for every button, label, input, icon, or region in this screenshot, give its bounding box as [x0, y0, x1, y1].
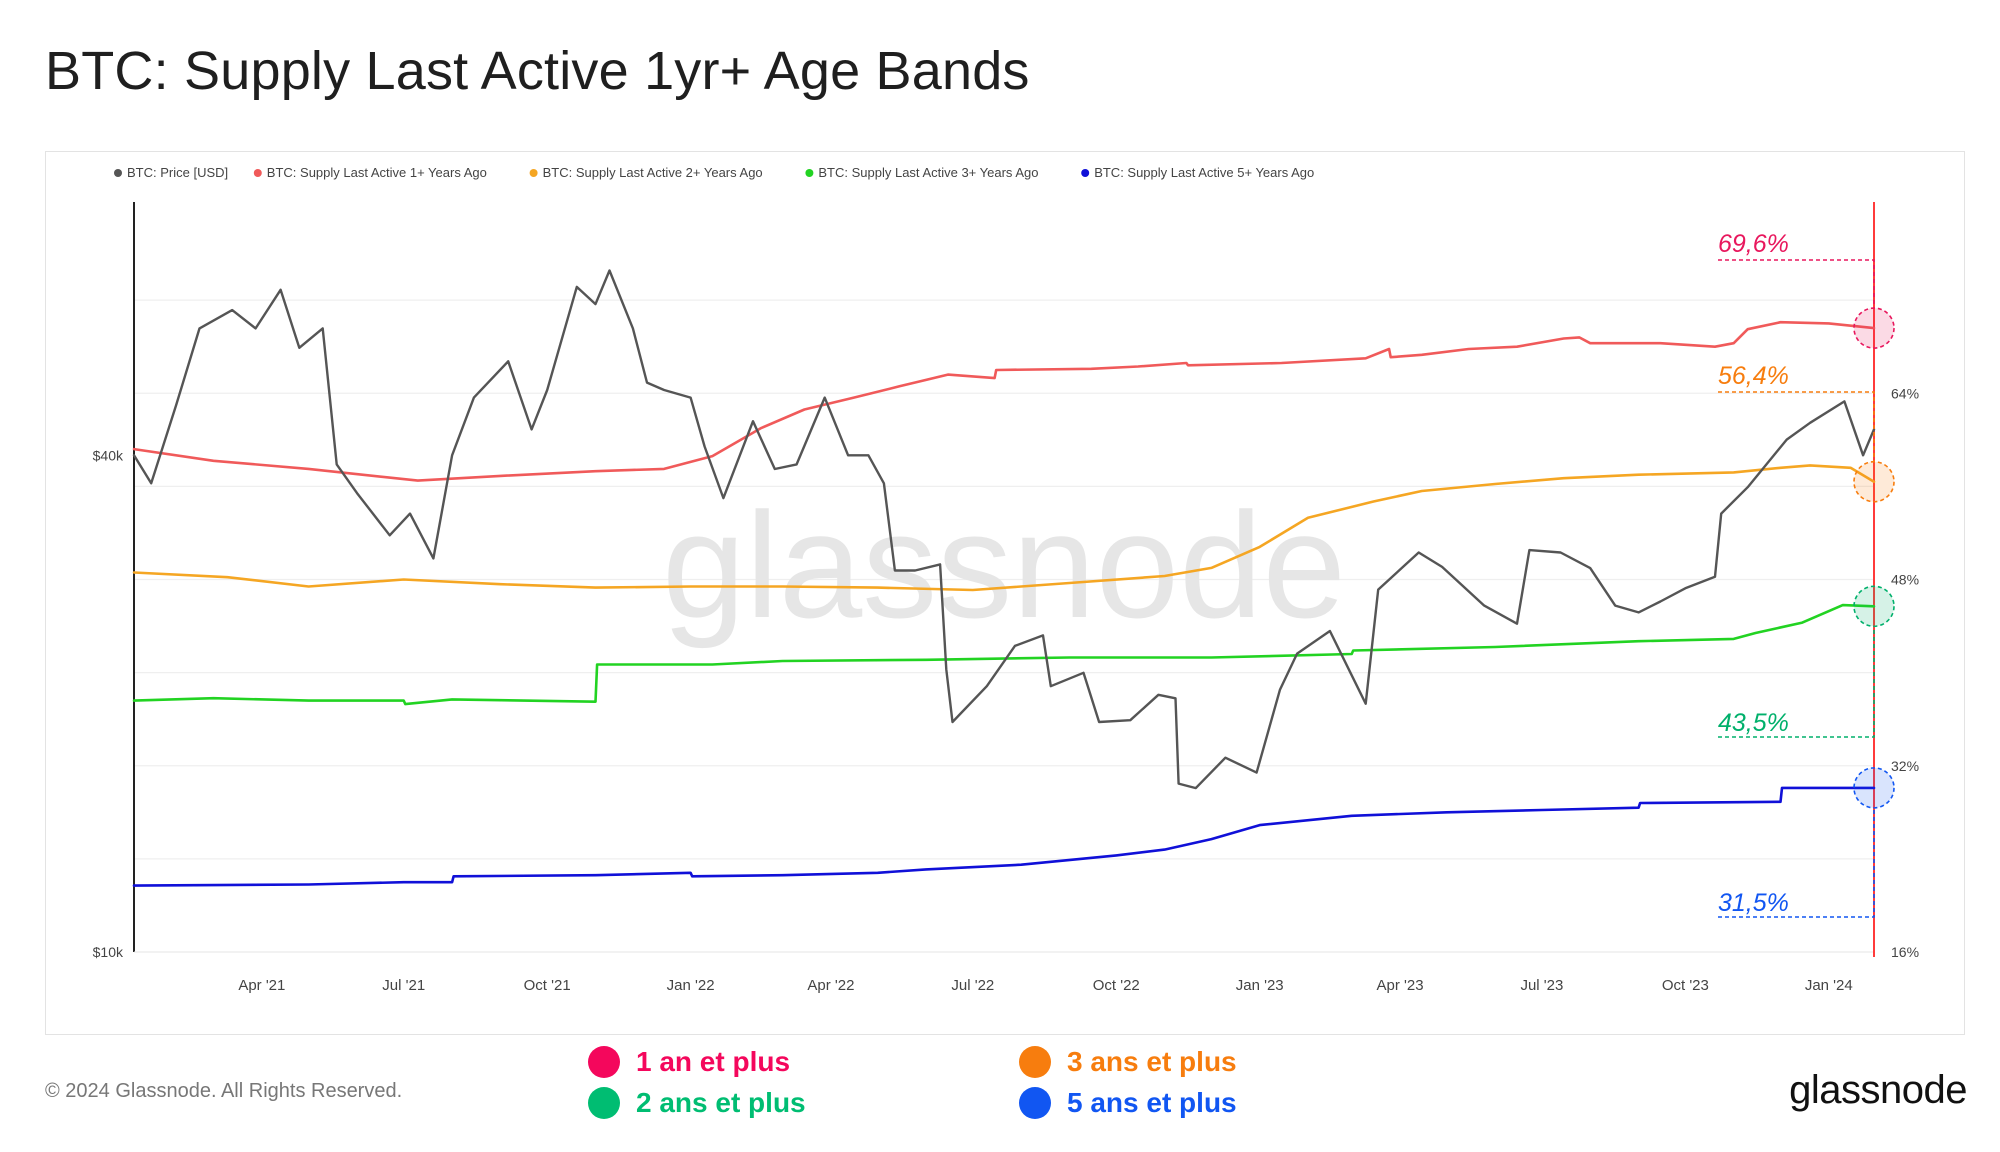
chart-frame: glassnode BTC: Price [USD] BTC: Supply Las…: [45, 151, 1965, 1035]
legend-dot-icon: [1019, 1046, 1051, 1078]
legend-label: BTC: Supply Last Active 5+ Years Ago: [1094, 165, 1314, 180]
watermark-text: glassnode: [662, 481, 1346, 649]
y-right-tick-label: 32%: [1891, 758, 1919, 774]
x-tick-label: Jul '22: [951, 977, 994, 994]
legend-3y: 3 ans et plus: [1019, 1046, 1237, 1078]
legend-1y-label: 1 an et plus: [636, 1046, 791, 1077]
x-tick-label: Apr '21: [238, 977, 285, 994]
legend-marker: [1081, 169, 1090, 177]
legend-marker: [253, 169, 262, 177]
legend-marker: [114, 169, 122, 177]
y-left-tick-label: $10k: [93, 944, 124, 960]
annotation-connector: [1718, 626, 1875, 738]
legend-label: BTC: Supply Last Active 3+ Years Ago: [818, 165, 1038, 180]
legend-label: BTC: Supply Last Active 2+ Years Ago: [543, 165, 763, 180]
x-tick-label: Jul '23: [1520, 977, 1563, 994]
y-right-tick-label: 64%: [1891, 385, 1919, 401]
legend-2y: 2 ans et plus: [588, 1087, 806, 1119]
series-line: [132, 603, 1876, 706]
x-tick-label: Oct '21: [524, 977, 571, 994]
x-tick-label: Jan '23: [1236, 977, 1284, 994]
x-tick-label: Oct '22: [1093, 977, 1140, 994]
annotation-connector: [1718, 391, 1875, 462]
annotation-label: 31,5%: [1718, 889, 1789, 917]
legend-5y-label: 5 ans et plus: [1067, 1087, 1237, 1118]
series-end-marker: [1853, 307, 1895, 349]
copyright-text: © 2024 Glassnode. All Rights Reserved.: [45, 1080, 403, 1102]
chart-title: BTC: Supply Last Active 1yr+ Age Bands: [45, 41, 1030, 101]
x-tick-label: Jul '21: [382, 977, 425, 994]
legend-dot-icon: [588, 1087, 620, 1119]
legend-dot-icon: [588, 1046, 620, 1078]
series-line: [132, 786, 1876, 887]
chart-svg: glassnode BTC: Price [USD] BTC: Supply Las…: [93, 165, 1919, 994]
x-tick-label: Jan '22: [667, 977, 715, 994]
legend-dot-icon: [1019, 1087, 1051, 1119]
series-line: [132, 464, 1876, 592]
annotation-label: 69,6%: [1718, 230, 1789, 258]
series-end-marker: [1853, 585, 1895, 628]
annotation-label: 56,4%: [1718, 362, 1789, 390]
legend-marker: [529, 169, 538, 177]
legend-2y-label: 2 ans et plus: [636, 1087, 806, 1118]
annotation-label: 43,5%: [1718, 709, 1789, 737]
series-end-marker: [1853, 767, 1895, 809]
series-line: [132, 269, 1876, 790]
y-right-tick-label: 16%: [1891, 944, 1919, 960]
annotation-connector: [1718, 807, 1875, 918]
legend-1y: 1 an et plus: [588, 1046, 790, 1078]
legend-label: BTC: Price [USD]: [127, 165, 228, 180]
legend-label: BTC: Supply Last Active 1+ Years Ago: [267, 165, 487, 180]
annotation-connector: [1718, 259, 1875, 309]
x-tick-label: Apr '23: [1376, 977, 1423, 994]
glassnode-logo: glassnode: [1789, 1068, 1967, 1112]
y-left-tick-label: $40k: [93, 447, 124, 463]
y-right-tick-label: 48%: [1891, 572, 1919, 588]
x-tick-label: Jan '24: [1805, 977, 1853, 994]
series-line: [132, 320, 1876, 482]
legend-3y-label: 3 ans et plus: [1067, 1046, 1237, 1077]
series-end-marker: [1853, 460, 1895, 503]
x-tick-label: Apr '22: [807, 977, 854, 994]
legend-5y: 5 ans et plus: [1019, 1087, 1237, 1119]
x-tick-label: Oct '23: [1662, 977, 1709, 994]
legend-marker: [805, 169, 814, 177]
